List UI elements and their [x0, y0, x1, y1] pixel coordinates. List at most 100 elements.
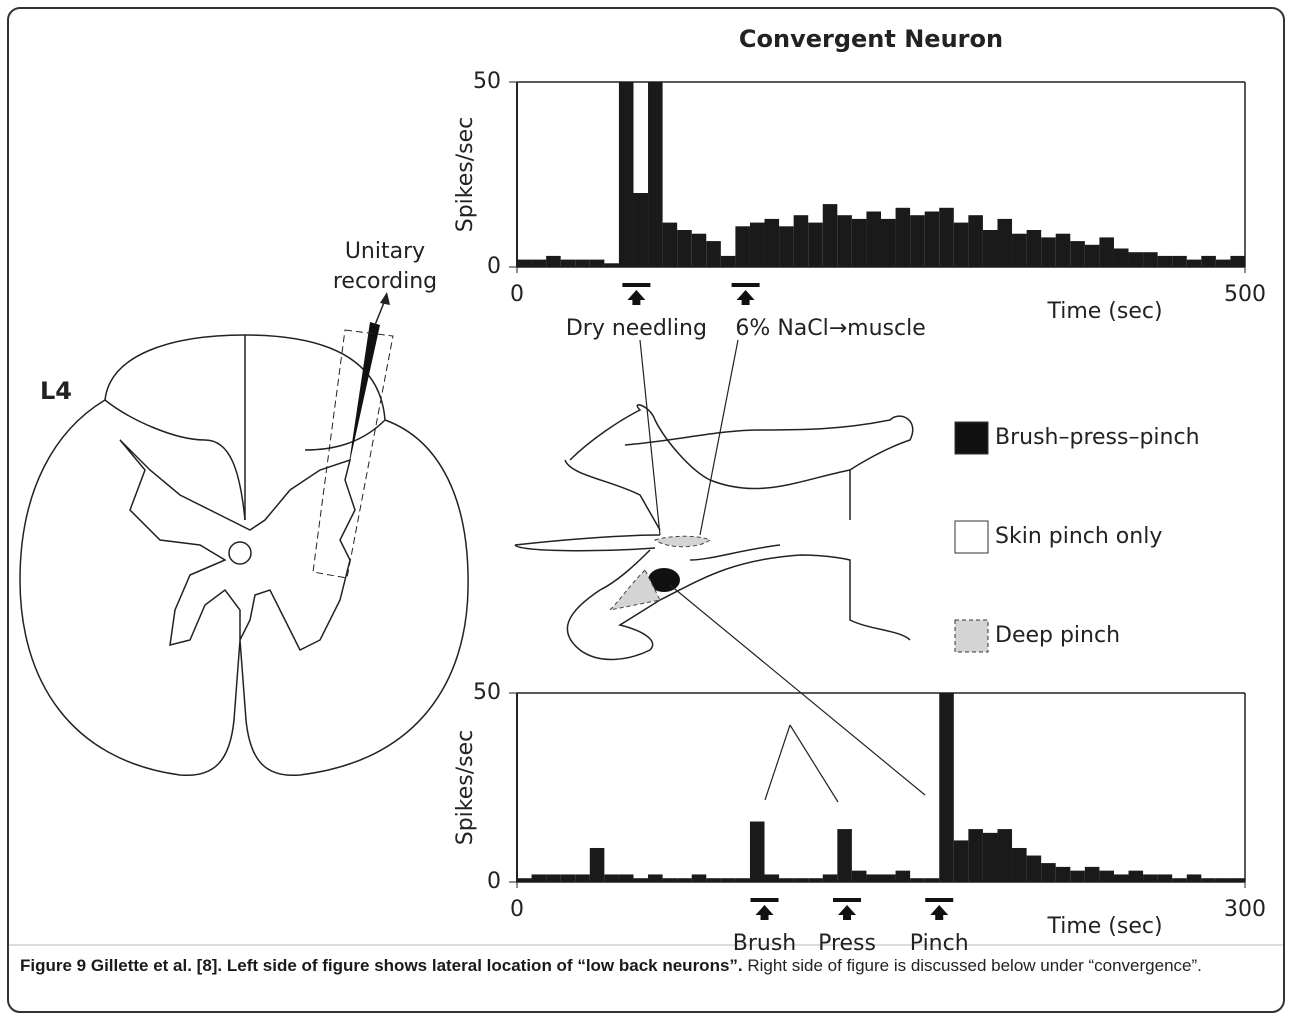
bar [808, 222, 823, 267]
stimulus-arrow [930, 905, 949, 920]
stimulus-arrow [755, 905, 774, 920]
bar [997, 829, 1013, 882]
connector-lines [639, 339, 926, 803]
bar [677, 878, 692, 882]
stimulus-bar [731, 283, 760, 287]
bar [575, 874, 590, 882]
y-axis-label: Spikes/sec [453, 730, 478, 846]
bar [764, 218, 780, 267]
bar [531, 874, 547, 882]
bar [1070, 870, 1085, 882]
stimulus-bar [925, 898, 954, 902]
bar [779, 226, 794, 267]
bar [968, 215, 983, 267]
bar [1230, 255, 1245, 267]
stimulus-label: 6% NaCl→muscle [735, 316, 925, 341]
bar [589, 259, 605, 267]
recording-label: Unitary [345, 239, 425, 264]
spinal-cord [19, 334, 469, 777]
bar [924, 211, 940, 267]
bar [691, 874, 707, 882]
bar [706, 241, 721, 267]
bar [720, 255, 736, 267]
legend-label: Skin pinch only [995, 524, 1162, 549]
bar [1172, 255, 1187, 267]
bar [1084, 244, 1100, 267]
bar [546, 874, 561, 882]
arrow [374, 299, 386, 326]
bar [822, 874, 838, 882]
bar [604, 263, 619, 267]
bar [1026, 855, 1042, 882]
bar [822, 204, 838, 267]
caption: Figure 9 Gillette et al. [8]. Left side … [20, 953, 1270, 978]
caption-text: Right side of figure is discussed below … [742, 956, 1202, 975]
bar [982, 230, 998, 267]
bar [1186, 874, 1202, 882]
stimulus-bar [622, 283, 651, 287]
bar [939, 693, 954, 882]
legend-swatch [954, 619, 989, 653]
x-axis-label: Time (sec) [1046, 299, 1162, 324]
bar [1041, 863, 1056, 882]
bar [589, 847, 605, 882]
stimulus-arrow [838, 905, 857, 920]
stimulus-arrow [627, 290, 646, 305]
bar [779, 878, 794, 882]
recording-label: recording [333, 269, 437, 294]
bar [881, 218, 896, 267]
bar [1012, 847, 1027, 882]
bar [881, 874, 896, 882]
bar [895, 207, 911, 267]
bar [749, 222, 765, 267]
receptive-field-deep [653, 535, 711, 548]
legend-label: Deep pinch [995, 623, 1120, 648]
stimulus-bar [750, 898, 779, 902]
bar [997, 218, 1013, 267]
bar [1201, 255, 1216, 267]
stimulus-marker [833, 898, 862, 920]
stimulus-bar [833, 898, 862, 902]
bar [1070, 241, 1085, 267]
bar [1157, 255, 1173, 267]
bar [793, 878, 809, 882]
bar [560, 259, 576, 267]
electrode [348, 322, 380, 470]
bar [633, 878, 649, 882]
bar [633, 193, 649, 267]
bar [924, 878, 940, 882]
bar [866, 874, 881, 882]
bar [1157, 874, 1173, 882]
caption-bold: Figure 9 Gillette et al. [8]. Left side … [20, 956, 743, 975]
x-axis-label: Time (sec) [1046, 914, 1162, 939]
stimulus-marker [731, 283, 760, 305]
stimulus-label: Brush [733, 931, 797, 956]
bar [1113, 874, 1129, 882]
bar [1128, 252, 1144, 267]
bar [1012, 233, 1027, 267]
stimulus-marker [622, 283, 651, 305]
arrow-head [380, 292, 390, 305]
frame [7, 7, 1285, 1013]
bar [648, 82, 663, 267]
bar [1215, 878, 1231, 882]
bar [808, 878, 823, 882]
bar [1143, 252, 1158, 267]
bar [749, 821, 765, 882]
bar [866, 211, 881, 267]
bar [662, 878, 678, 882]
bar [575, 259, 590, 267]
bar [735, 226, 750, 267]
bar [1215, 259, 1231, 267]
stimulus-marker [750, 898, 779, 920]
cat [514, 404, 914, 661]
bar [531, 259, 547, 267]
bar [618, 874, 634, 882]
bar [677, 230, 692, 267]
bar [1099, 870, 1114, 882]
bar [1041, 237, 1056, 267]
stimulus-label: Dry needling [566, 316, 707, 341]
bar [560, 874, 576, 882]
bar [1084, 866, 1100, 882]
